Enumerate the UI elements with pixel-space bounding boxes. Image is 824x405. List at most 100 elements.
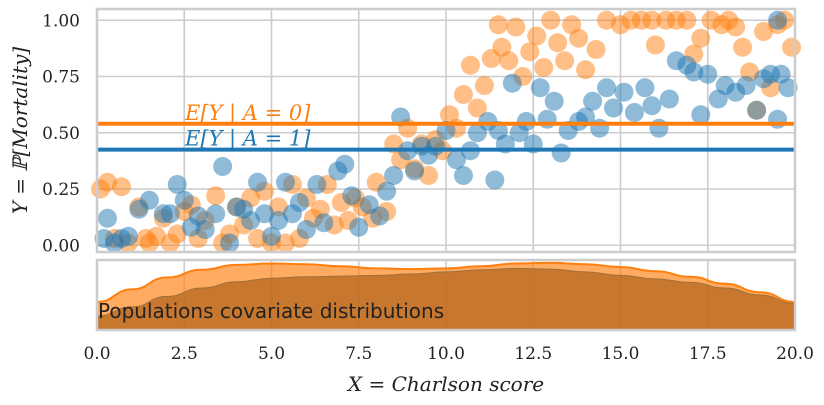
distribution-panel: Populations covariate distributions 0.0 2… xyxy=(83,258,814,396)
x-tick-label: 20.0 xyxy=(776,344,814,364)
point-a1 xyxy=(195,220,215,239)
point-a1 xyxy=(551,143,571,163)
distribution-frame xyxy=(95,258,797,332)
point-a0 xyxy=(733,37,753,57)
y-tick-label: 0.00 xyxy=(42,236,80,256)
point-a0 xyxy=(642,10,662,30)
point-a1 xyxy=(649,118,669,138)
point-a1 xyxy=(426,136,446,156)
y-tick-label: 0.25 xyxy=(42,180,80,200)
point-a0 xyxy=(586,40,606,59)
point-a1 xyxy=(691,105,711,125)
scatter-panel: E[Y | A = 0]E[Y | A = 1] 0.00 0.25 0.50 0.7… xyxy=(8,7,802,256)
point-a0 xyxy=(111,177,131,197)
point-a1 xyxy=(248,172,268,192)
point-a0 xyxy=(548,33,568,53)
point-a1 xyxy=(537,109,557,129)
point-a1 xyxy=(453,166,473,185)
point-a1 xyxy=(590,118,610,138)
scatter-frame xyxy=(95,7,797,254)
x-tick-label: 10.0 xyxy=(427,344,465,364)
point-a0 xyxy=(506,17,526,37)
y-tick-labels: 0.00 0.25 0.50 0.75 1.00 xyxy=(42,11,80,256)
x-tick-label: 17.5 xyxy=(689,344,727,364)
point-a1 xyxy=(614,82,634,102)
mean-label-a1: E[Y | A = 1] xyxy=(184,127,311,152)
point-a0 xyxy=(691,28,711,48)
point-a1 xyxy=(778,78,798,98)
mean-label-a0: E[Y | A = 0] xyxy=(184,101,311,126)
y-tick-label: 0.50 xyxy=(42,124,80,144)
distribution-label: Populations covariate distributions xyxy=(98,299,444,323)
point-a0 xyxy=(520,42,540,62)
point-a1 xyxy=(139,190,159,210)
point-a0 xyxy=(541,10,561,30)
x-tick-label: 12.5 xyxy=(514,344,552,364)
point-a0 xyxy=(782,37,802,57)
point-a0 xyxy=(474,76,494,95)
x-tick-label: 7.5 xyxy=(345,344,372,364)
point-a1 xyxy=(118,226,138,246)
y-tick-label: 0.75 xyxy=(42,68,80,88)
point-a0 xyxy=(576,60,596,80)
point-a1 xyxy=(544,91,564,111)
point-a1 xyxy=(485,170,505,190)
point-a1 xyxy=(296,220,316,239)
point-a1 xyxy=(736,76,756,95)
point-a1 xyxy=(167,175,187,194)
point-a1 xyxy=(342,186,362,206)
point-a1 xyxy=(698,64,718,84)
point-a0 xyxy=(534,58,554,77)
point-a0 xyxy=(726,17,746,37)
point-a1 xyxy=(307,175,327,194)
point-a1 xyxy=(597,78,617,98)
point-a1 xyxy=(220,233,240,253)
point-a1 xyxy=(349,217,369,237)
point-a1 xyxy=(768,10,788,30)
point-a1 xyxy=(747,100,767,120)
point-a1 xyxy=(213,157,233,176)
point-a0 xyxy=(527,26,547,46)
point-a1 xyxy=(262,226,281,246)
point-a1 xyxy=(314,213,334,233)
area-population-a1 xyxy=(96,267,796,331)
point-a1 xyxy=(684,62,704,82)
point-a0 xyxy=(569,28,589,48)
point-a1 xyxy=(335,154,355,174)
point-a0 xyxy=(488,15,508,35)
point-a1 xyxy=(635,78,655,98)
x-tick-label: 15.0 xyxy=(602,344,640,364)
point-a1 xyxy=(642,96,662,116)
y-tick-label: 1.00 xyxy=(42,11,80,31)
mean-lines: E[Y | A = 0]E[Y | A = 1] xyxy=(97,101,795,152)
point-a1 xyxy=(516,112,536,131)
point-a1 xyxy=(604,98,624,118)
point-a1 xyxy=(446,150,466,170)
point-a1 xyxy=(583,91,603,111)
point-a0 xyxy=(206,186,226,206)
point-a1 xyxy=(275,172,295,192)
point-a0 xyxy=(467,98,487,118)
point-a1 xyxy=(174,190,194,210)
point-a1 xyxy=(384,166,404,185)
x-tick-label: 5.0 xyxy=(258,344,285,364)
point-a0 xyxy=(453,85,473,104)
point-a0 xyxy=(645,35,665,55)
x-tick-label: 0.0 xyxy=(83,344,110,364)
point-a1 xyxy=(502,73,522,93)
point-a1 xyxy=(289,193,309,212)
point-a0 xyxy=(460,55,480,75)
point-a1 xyxy=(377,181,397,201)
point-a1 xyxy=(768,109,788,129)
point-a0 xyxy=(677,10,697,30)
point-a1 xyxy=(206,204,226,224)
x-axis-label: X = Charlson score xyxy=(346,372,544,396)
point-a1 xyxy=(160,204,180,224)
point-a0 xyxy=(499,51,519,71)
point-a1 xyxy=(530,78,550,98)
point-a1 xyxy=(405,161,425,181)
point-a1 xyxy=(97,208,117,228)
point-a1 xyxy=(659,89,679,109)
point-a0 xyxy=(555,51,575,71)
